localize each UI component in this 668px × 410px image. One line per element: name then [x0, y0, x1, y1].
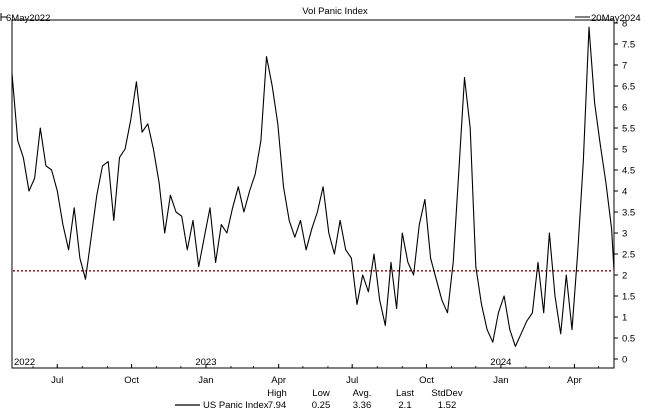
series-line-us-panic-index: [11, 26, 615, 347]
y-tick-label: 5: [622, 145, 627, 156]
y-tick-label: 4: [622, 187, 627, 198]
legend-series-label: US Panic Index: [203, 400, 269, 410]
x-tick-label: Oct: [419, 375, 434, 386]
x-tick-label: Oct: [124, 375, 139, 386]
end-date-marker: 20May2024: [575, 13, 641, 24]
legend: US Panic Index: [175, 400, 269, 410]
y-tick-label: 7: [622, 61, 627, 72]
y-tick-label: 1: [622, 313, 627, 324]
x-axis: Jul Oct Jan Apr Jul Oct Jan Apr 2022 2023 2024: [14, 357, 600, 386]
x-tick-label: Jan: [493, 375, 508, 386]
y-tick-label: 0.5: [622, 334, 635, 345]
year-label: 2024: [490, 357, 511, 368]
x-tick-label: Apr: [567, 375, 582, 386]
x-tick-label: Jul: [346, 375, 358, 386]
y-tick-label: 5.5: [622, 124, 635, 135]
stat-value-avg: 3.36: [353, 400, 372, 410]
y-tick-label: 3.5: [622, 208, 635, 219]
stat-header-last: Last: [396, 388, 414, 399]
chart-title: Vol Panic Index: [302, 6, 368, 17]
y-tick-label: 4.5: [622, 166, 635, 177]
stats-table: High Low Avg. Last StdDev 7.94 0.25 3.36…: [267, 388, 463, 410]
stat-header-high: High: [267, 388, 287, 399]
start-date-marker: 6May2022: [0, 13, 50, 24]
y-tick-label: 3: [622, 229, 627, 240]
plot-frame: [11, 19, 615, 369]
x-tick-label: Jan: [198, 375, 213, 386]
stat-value-last: 2.1: [398, 400, 411, 410]
stat-header-stddev: StdDev: [431, 388, 462, 399]
stat-value-high: 7.94: [268, 400, 287, 410]
x-tick-label: Jul: [51, 375, 63, 386]
year-label: 2023: [195, 357, 216, 368]
y-tick-label: 7.5: [622, 40, 635, 51]
stat-header-avg: Avg.: [353, 388, 372, 399]
y-tick-label: 1.5: [622, 292, 635, 303]
y-tick-label: 0: [622, 355, 627, 366]
y-tick-label: 2.5: [622, 250, 635, 261]
stat-value-low: 0.25: [312, 400, 331, 410]
y-tick-label: 6: [622, 103, 627, 114]
year-label: 2022: [14, 357, 35, 368]
y-tick-label: 8: [622, 19, 627, 30]
y-axis: 0 0.5 1 1.5 2 2.5 3 3.5 4 4.5 5 5.5 6 6.5 7 7.5 8: [614, 19, 635, 366]
end-date-label: 20May2024: [591, 13, 641, 24]
y-tick-label: 2: [622, 271, 627, 282]
series-layer: [11, 26, 615, 347]
x-tick-label: Apr: [271, 375, 286, 386]
stat-header-low: Low: [312, 388, 330, 399]
stat-value-stddev: 1.52: [438, 400, 457, 410]
start-date-label: 6May2022: [6, 13, 50, 24]
y-tick-label: 6.5: [622, 82, 635, 93]
